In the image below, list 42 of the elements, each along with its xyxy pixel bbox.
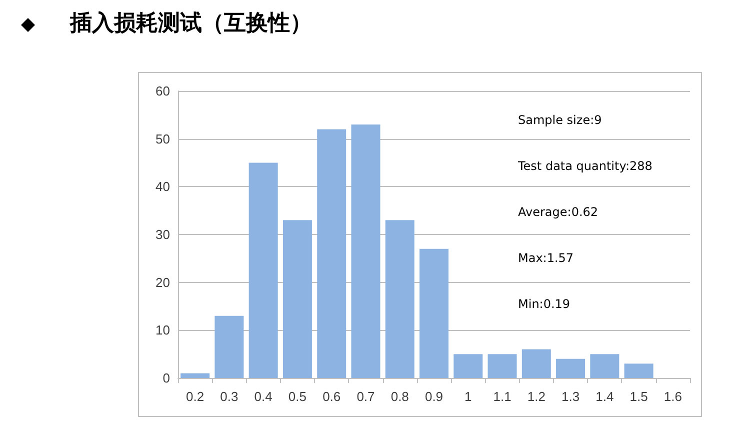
bar (180, 373, 210, 378)
y-tick-label: 10 (156, 322, 170, 338)
bar (624, 364, 654, 378)
bar (351, 124, 380, 378)
x-tick-label: 0.5 (288, 389, 307, 404)
x-tick-label: 0.2 (186, 389, 204, 404)
x-tick-label: 1.5 (630, 389, 648, 404)
annotation: Max:1.57 (518, 251, 574, 265)
annotation: Sample size:9 (518, 113, 602, 127)
annotation: Test data quantity:288 (517, 159, 652, 173)
y-tick-label: 20 (156, 274, 170, 290)
bar (590, 354, 620, 378)
bar (214, 316, 244, 378)
annotation: Min:0.19 (518, 297, 570, 311)
bar (454, 354, 483, 378)
y-tick-label: 50 (156, 131, 170, 146)
x-tick-label: 1 (464, 389, 472, 404)
x-tick-label: 0.7 (356, 389, 375, 404)
bar (522, 349, 551, 378)
y-tick-label: 40 (156, 179, 170, 194)
x-tick-label: 0.9 (424, 389, 444, 404)
y-tick-label: 60 (156, 84, 170, 98)
bar (317, 129, 346, 378)
bar (248, 162, 278, 378)
chart-title: 插入损耗测试（互换性） (70, 9, 312, 38)
bar (488, 354, 517, 378)
x-tick-label: 1.2 (527, 389, 546, 404)
x-tick-label: 1.6 (664, 389, 682, 404)
x-tick-label: 1.1 (493, 389, 512, 404)
y-tick-label: 0 (162, 370, 170, 386)
x-tick-label: 0.4 (254, 389, 272, 404)
bar (385, 220, 414, 378)
x-tick-label: 1.3 (561, 389, 580, 404)
x-tick-label: 0.8 (390, 389, 409, 404)
y-tick-label: 30 (156, 227, 170, 242)
bar (419, 248, 449, 378)
x-tick-label: 1.4 (596, 389, 614, 404)
bar (282, 220, 312, 378)
x-tick-label: 0.6 (322, 389, 341, 404)
annotation: Average:0.62 (518, 205, 598, 219)
x-tick-label: 0.3 (220, 389, 238, 404)
bar (556, 358, 586, 378)
